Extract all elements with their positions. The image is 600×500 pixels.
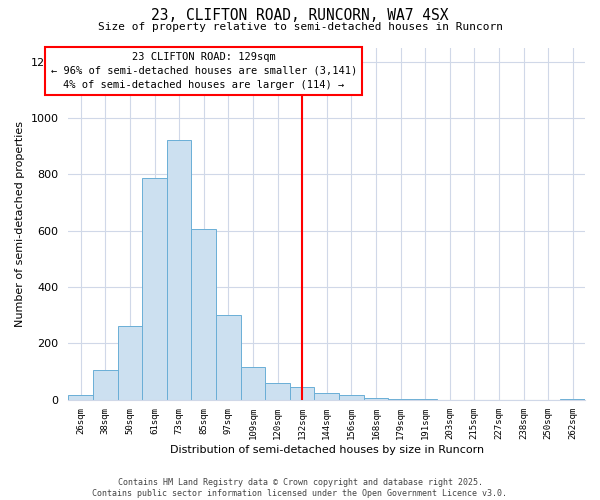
Bar — [388, 399, 413, 400]
X-axis label: Distribution of semi-detached houses by size in Runcorn: Distribution of semi-detached houses by … — [170, 445, 484, 455]
Bar — [167, 140, 191, 400]
Bar — [560, 399, 585, 400]
Text: Contains HM Land Registry data © Crown copyright and database right 2025.
Contai: Contains HM Land Registry data © Crown c… — [92, 478, 508, 498]
Bar — [191, 229, 216, 400]
Bar — [68, 396, 93, 400]
Bar — [290, 387, 314, 400]
Bar — [241, 367, 265, 400]
Bar — [142, 178, 167, 400]
Text: Size of property relative to semi-detached houses in Runcorn: Size of property relative to semi-detach… — [97, 22, 503, 32]
Bar — [93, 370, 118, 400]
Y-axis label: Number of semi-detached properties: Number of semi-detached properties — [15, 120, 25, 326]
Bar — [314, 392, 339, 400]
Bar — [216, 315, 241, 400]
Bar — [118, 326, 142, 400]
Text: 23, CLIFTON ROAD, RUNCORN, WA7 4SX: 23, CLIFTON ROAD, RUNCORN, WA7 4SX — [151, 8, 449, 22]
Text: 23 CLIFTON ROAD: 129sqm
← 96% of semi-detached houses are smaller (3,141)
4% of : 23 CLIFTON ROAD: 129sqm ← 96% of semi-de… — [50, 52, 357, 90]
Bar — [265, 382, 290, 400]
Bar — [339, 396, 364, 400]
Bar — [364, 398, 388, 400]
